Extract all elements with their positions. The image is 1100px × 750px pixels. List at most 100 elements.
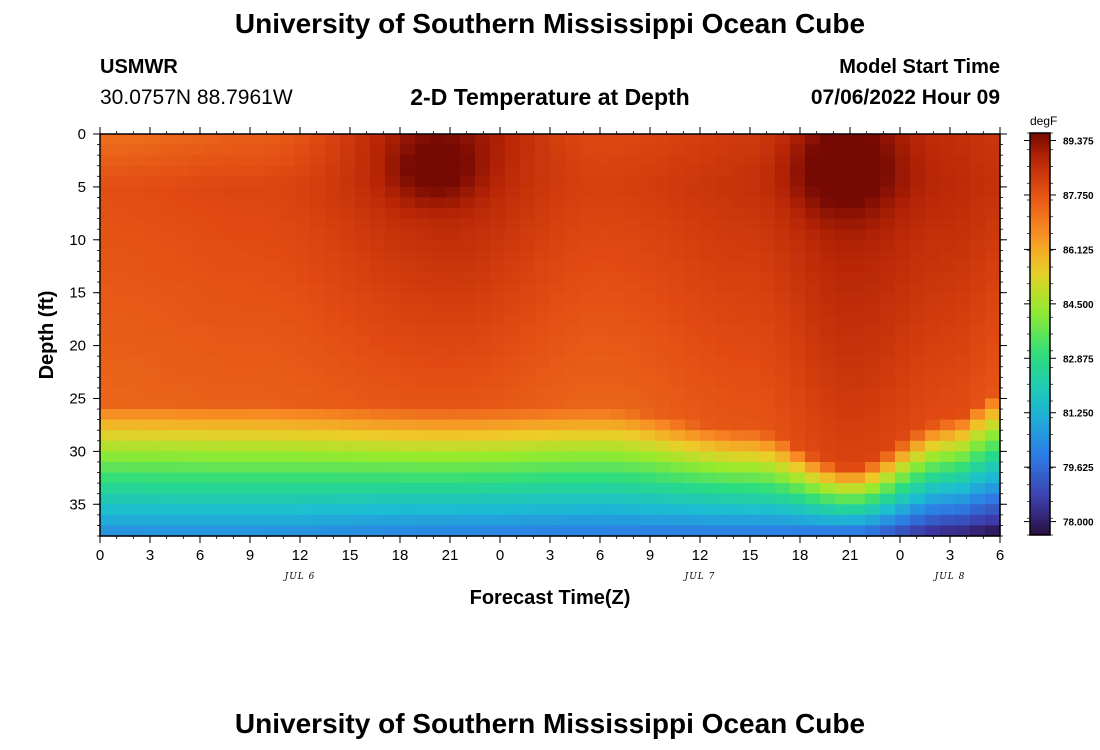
heatmap-cell [655,239,671,251]
heatmap-cell [400,176,416,188]
heatmap-cell [235,345,251,357]
heatmap-cell [235,155,251,167]
heatmap-cell [550,250,566,262]
heatmap-cell [370,271,386,283]
heatmap-cell [220,229,236,241]
heatmap-cell [970,409,986,421]
heatmap-cell [805,186,821,199]
heatmap-cell [700,239,716,251]
heatmap-cell [340,335,356,347]
heatmap-cell [700,504,716,516]
heatmap-cell [250,387,266,400]
heatmap-cell [310,303,326,315]
heatmap-cell [685,271,701,283]
heatmap-cell [220,239,236,251]
heatmap-cell [670,483,686,495]
heatmap-cell [895,303,911,315]
heatmap-cell [430,398,446,410]
heatmap-cell [910,483,926,495]
heatmap-cell [310,155,326,167]
heatmap-cell [220,186,236,199]
heatmap-cell [280,260,296,273]
heatmap-cell [280,483,296,495]
heatmap-cell [385,525,401,537]
heatmap-cell [730,165,746,177]
heatmap-cell [850,366,866,378]
heatmap-cell [910,292,926,304]
heatmap-cell [940,239,956,251]
temperature-depth-chart: 0 3 6 9 12 15 18 21 0 3 6 9 12 15 18 21 0 3 6 051015202530… [36,114,1094,609]
heatmap-cell [160,282,176,294]
heatmap-cell [280,514,296,527]
heatmap-cell [430,366,446,378]
heatmap-cell [985,345,1001,357]
heatmap-cell [715,356,731,368]
heatmap-cell [280,176,296,188]
heatmap-cell [550,292,566,304]
heatmap-cell [100,260,116,273]
heatmap-cell [490,229,506,241]
heatmap-cell [130,483,146,495]
heatmap-cell [280,197,296,209]
heatmap-cell [235,514,251,527]
heatmap-cell [745,430,761,442]
heatmap-cell [805,144,821,156]
heatmap-cell [940,461,956,474]
heatmap-cell [325,186,341,199]
heatmap-cell [760,525,776,537]
heatmap-cell [955,387,971,400]
heatmap-cell [535,282,551,294]
heatmap-cell [820,186,836,199]
heatmap-cell [970,313,986,326]
heatmap-cell [445,504,461,516]
heatmap-cell [985,134,1001,146]
heatmap-cell [640,525,656,537]
heatmap-cell [130,260,146,273]
heatmap-cell [145,387,161,400]
heatmap-cell [385,229,401,241]
heatmap-cell [805,229,821,241]
heatmap-cell [280,472,296,484]
heatmap-cell [160,155,176,167]
heatmap-cell [745,483,761,495]
heatmap-cell [820,451,836,463]
heatmap-cell [685,208,701,220]
heatmap-cell [370,335,386,347]
heatmap-cell [235,483,251,495]
heatmap-cell [895,186,911,199]
heatmap-cell [790,356,806,368]
heatmap-cell [820,409,836,421]
heatmap-cell [955,525,971,537]
heatmap-cell [730,461,746,474]
heatmap-cell [745,229,761,241]
heatmap-cell [280,303,296,315]
heatmap-cell [835,197,851,209]
heatmap-cell [865,514,881,527]
heatmap-cell [565,144,581,156]
heatmap-cell [430,324,446,336]
heatmap-cell [790,282,806,294]
heatmap-cell [220,144,236,156]
heatmap-cell [220,218,236,230]
footer-title: University of Southern Mississippi Ocean… [234,708,866,739]
heatmap-cell [670,387,686,400]
heatmap-cell [100,229,116,241]
heatmap-cell [340,419,356,431]
heatmap-cell [865,377,881,389]
heatmap-cell [115,250,131,262]
heatmap-cell [205,451,221,463]
heatmap-cell [115,419,131,431]
heatmap-cell [295,525,311,537]
heatmap-cell [520,313,536,326]
heatmap-cell [700,366,716,378]
heatmap-cell [220,514,236,527]
heatmap-cell [760,176,776,188]
heatmap-cell [205,303,221,315]
heatmap-cell [670,472,686,484]
heatmap-cell [955,134,971,146]
heatmap-cell [865,176,881,188]
heatmap-cell [385,366,401,378]
heatmap-cell [745,409,761,421]
heatmap-cell [775,186,791,199]
heatmap-cell [790,155,806,167]
